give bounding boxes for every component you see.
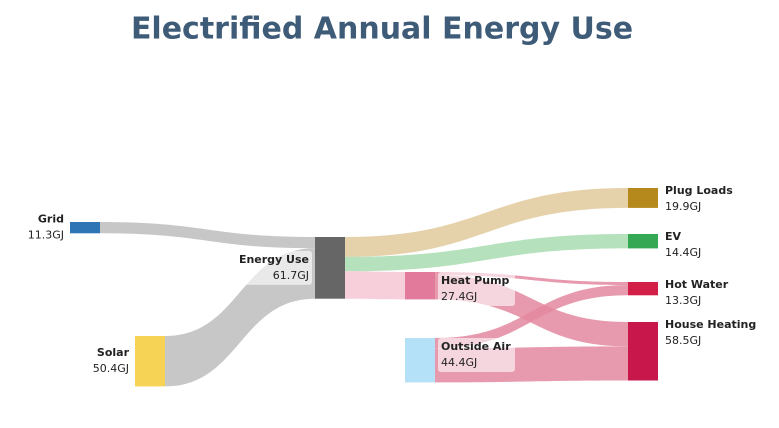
node-value-label: 50.4GJ bbox=[93, 362, 129, 375]
node-label: Hot Water bbox=[665, 278, 729, 291]
node-label: House Heating bbox=[665, 318, 756, 331]
node-label: Outside Air bbox=[441, 340, 511, 353]
node-value-label: 13.3GJ bbox=[665, 294, 701, 307]
node-value-label: 58.5GJ bbox=[665, 334, 701, 347]
label-background bbox=[438, 272, 515, 306]
node-value-label: 61.7GJ bbox=[273, 269, 309, 282]
node-label: EV bbox=[665, 230, 682, 243]
chart-title: Electrified Annual Energy Use bbox=[131, 12, 633, 47]
node-value-label: 14.4GJ bbox=[665, 246, 701, 259]
link bbox=[345, 234, 628, 272]
node-label: Solar bbox=[97, 346, 130, 359]
link bbox=[345, 271, 405, 300]
node bbox=[135, 336, 165, 387]
label-background bbox=[235, 250, 312, 285]
node-value-label: 19.9GJ bbox=[665, 200, 701, 213]
node-label: Heat Pump bbox=[441, 274, 510, 287]
nodes: Grid 11.3GJ Solar 50.4GJ Energy Use 61.7GJ Hea… bbox=[28, 184, 756, 387]
node bbox=[628, 322, 658, 381]
node-value-label: 11.3GJ bbox=[28, 229, 64, 242]
node-value-label: 44.4GJ bbox=[441, 356, 477, 369]
node bbox=[628, 188, 658, 208]
node bbox=[628, 282, 658, 296]
link bbox=[435, 285, 628, 349]
label-background bbox=[438, 338, 515, 372]
links bbox=[100, 188, 628, 387]
node bbox=[315, 237, 345, 299]
node-label: Grid bbox=[38, 213, 64, 226]
node-label: Plug Loads bbox=[665, 184, 733, 197]
node bbox=[70, 222, 100, 234]
link bbox=[100, 222, 315, 249]
node bbox=[628, 234, 658, 249]
link bbox=[345, 188, 628, 257]
node-value-label: 27.4GJ bbox=[441, 290, 477, 303]
node bbox=[405, 338, 435, 383]
node-label: Energy Use bbox=[239, 253, 309, 266]
node bbox=[405, 272, 435, 300]
